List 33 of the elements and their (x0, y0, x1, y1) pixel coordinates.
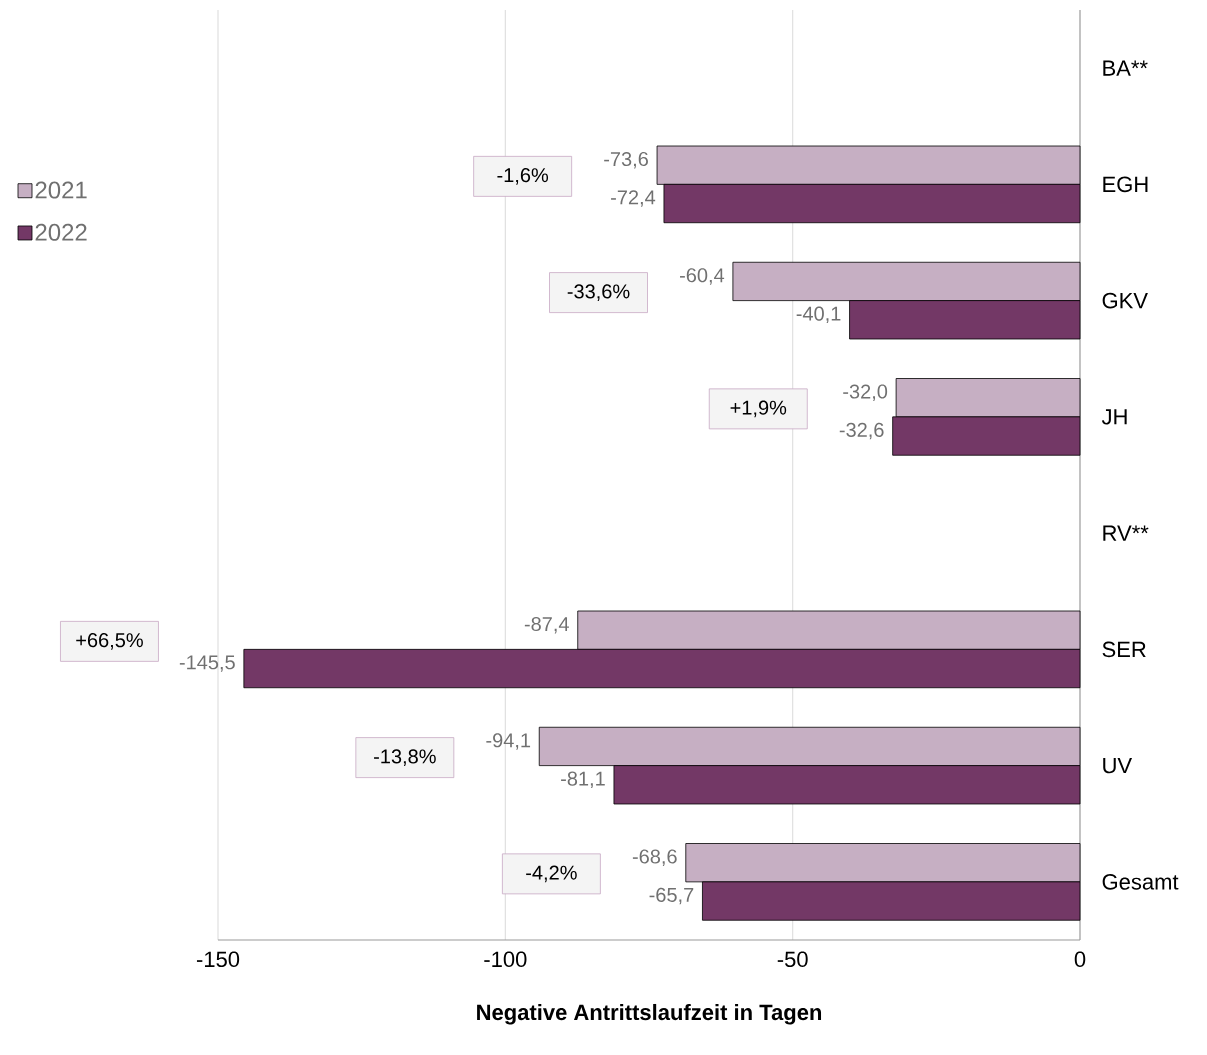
y-tick-label: SER (1102, 641, 1146, 658)
data-label: -65,7 (649, 887, 694, 905)
data-label: -94,1 (486, 733, 531, 750)
annotation: -33,6% (567, 284, 630, 301)
annotation: -4,2% (526, 865, 577, 883)
y-tick-label: GKV (1102, 292, 1148, 309)
data-label: -60,4 (680, 268, 725, 285)
annotation: +1,9% (730, 400, 787, 418)
data-label: -72,4 (611, 190, 656, 207)
legend-label: 2021 (35, 181, 87, 199)
text: +66,5% (76, 633, 143, 650)
data-label: -68,6 (632, 849, 677, 866)
data-label: -32,6 (839, 422, 884, 440)
y-tick-label: EGH (1103, 176, 1148, 193)
x-tick-label: -50 (777, 951, 808, 968)
x-axis-title: Negative Antrittslaufzeit in Tagen (477, 1003, 822, 1025)
y-tick-label: BA** (1103, 60, 1148, 76)
legend-label: 2022 (35, 223, 87, 241)
data-label: -87,4 (524, 616, 569, 634)
x-tick-label: -150 (196, 951, 240, 968)
data-label: -40,1 (796, 306, 841, 324)
x-tick-label: -100 (484, 951, 527, 968)
y-tick-label: Gesamt (1102, 874, 1179, 890)
x-tick-label: 0 (1074, 951, 1086, 968)
annotation: -13,8% (374, 749, 436, 766)
data-label: -81,1 (561, 771, 605, 789)
data-label: -32,0 (843, 384, 888, 401)
data-label: -73,6 (604, 151, 648, 169)
y-tick-label: JH (1101, 409, 1127, 425)
y-tick-label: UV (1103, 757, 1133, 774)
data-label: -145,5 (179, 655, 235, 672)
annotation: -1,6% (497, 168, 549, 185)
y-tick-label: RV** (1103, 525, 1149, 541)
